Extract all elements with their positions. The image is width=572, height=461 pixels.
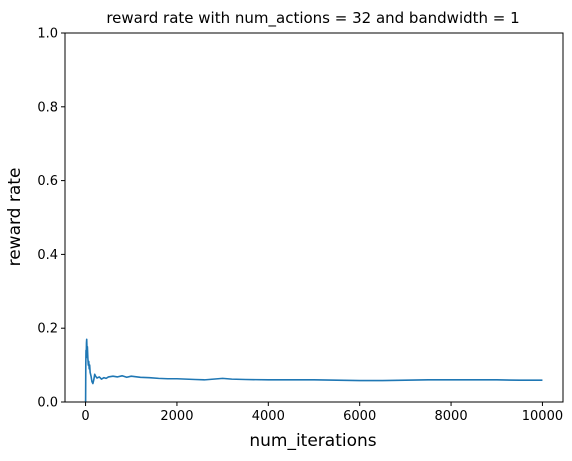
x-tick-label: 4000 [252, 409, 285, 424]
y-tick-label: 0.8 [37, 100, 58, 115]
y-axis: 0.0 0.2 0.4 0.6 0.8 1.0 [37, 27, 65, 411]
x-tick-label: 2000 [160, 409, 193, 424]
y-axis-label: reward rate [5, 168, 25, 267]
x-axis-label: num_iterations [249, 431, 376, 451]
x-tick-label: 10000 [522, 409, 563, 424]
y-tick-label: 0.2 [37, 322, 58, 337]
x-tick-label: 6000 [343, 409, 376, 424]
y-tick-label: 0.4 [37, 248, 58, 263]
y-tick-label: 0.6 [37, 174, 58, 189]
series-line [84, 338, 543, 403]
plot-frame [64, 32, 564, 403]
chart-title: reward rate with num_actions = 32 and ba… [106, 9, 519, 28]
plot-line-layer [84, 338, 543, 403]
x-axis: 0 2000 4000 6000 8000 10000 [81, 402, 563, 424]
x-tick-label: 0 [81, 409, 89, 424]
x-tick-label: 8000 [435, 409, 468, 424]
y-tick-label: 0.0 [37, 396, 58, 411]
y-tick-label: 1.0 [37, 27, 58, 42]
